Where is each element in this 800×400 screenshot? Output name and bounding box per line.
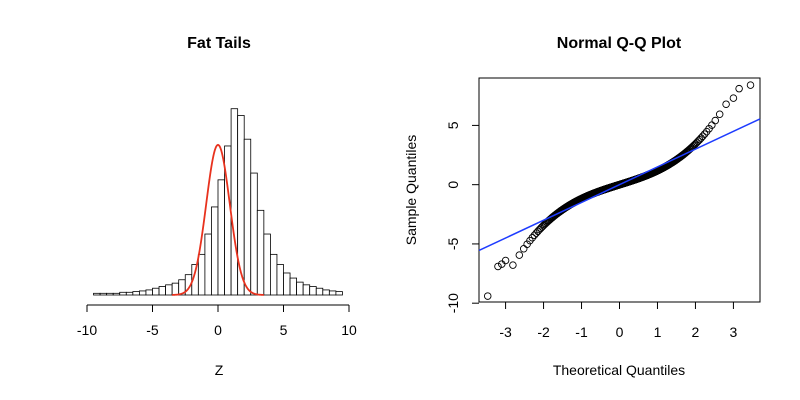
histogram-bar <box>165 284 173 296</box>
y-tick-label: 0 <box>445 181 461 189</box>
x-tick-label: -10 <box>77 322 97 338</box>
histogram-bar <box>289 277 297 296</box>
x-tick-label: 5 <box>280 322 288 338</box>
histogram-bar <box>256 209 265 296</box>
normal-density-curve <box>172 143 264 296</box>
histogram-bars <box>93 108 343 296</box>
y-tick-label: 5 <box>445 121 461 129</box>
qq-point <box>498 260 506 268</box>
histogram-bar <box>269 253 278 296</box>
histogram-bar <box>145 289 153 296</box>
qq-y-ticks: -10 -5 0 5 <box>445 121 479 313</box>
histogram-x-ticks: -10 -5 0 5 10 <box>77 305 357 338</box>
histogram-bar <box>171 282 180 296</box>
histogram-bar <box>132 291 140 296</box>
histogram-bar <box>204 233 212 296</box>
x-tick-label: 3 <box>730 324 738 340</box>
histogram-bar <box>335 291 343 296</box>
histogram-bar <box>283 272 291 296</box>
qq-x-ticks: -3 -2 -1 0 1 2 3 <box>499 302 738 340</box>
histogram-bar <box>112 292 121 296</box>
histogram-bar <box>315 287 324 296</box>
x-tick-label: 0 <box>616 324 624 340</box>
histogram-bar <box>217 179 225 296</box>
histogram-bar <box>93 292 101 296</box>
x-tick-label: -5 <box>146 322 159 338</box>
x-tick-label: -1 <box>575 324 588 340</box>
qq-points <box>483 81 755 300</box>
histogram-bar <box>237 115 245 296</box>
qq-title: Normal Q-Q Plot <box>557 35 682 52</box>
qq-point <box>715 110 724 118</box>
qq-point <box>746 81 755 89</box>
histogram-bar <box>276 264 284 296</box>
histogram-x-label: Z <box>215 362 224 378</box>
histogram-bar <box>158 286 167 296</box>
histogram-bar <box>99 292 108 296</box>
qq-point <box>515 251 524 259</box>
qq-panel: Normal Q-Q Plot -3 -2 -1 0 1 2 3 -10-505 Theor… <box>403 35 761 378</box>
x-tick-label: 10 <box>341 322 357 338</box>
x-tick-label: 0 <box>214 322 222 338</box>
qq-y-label: Sample Quantiles <box>403 135 419 246</box>
qq-point <box>700 130 709 138</box>
histogram-bar <box>125 291 134 296</box>
histogram-bar <box>309 286 317 296</box>
histogram-bar <box>197 253 206 296</box>
qq-point <box>501 256 510 265</box>
qq-point <box>691 139 700 148</box>
histogram-bar <box>152 287 160 296</box>
qq-point <box>483 292 492 300</box>
histogram-bar <box>328 290 337 296</box>
x-tick-label: 1 <box>654 324 662 340</box>
x-tick-label: -2 <box>537 324 550 340</box>
qq-point <box>729 94 738 102</box>
qq-point <box>528 233 537 242</box>
histogram-bar <box>211 206 219 296</box>
y-tick-label: -5 <box>445 237 461 250</box>
qq-reference-line <box>478 118 761 252</box>
qq-x-label: Theoretical Quantiles <box>553 362 685 378</box>
y-tick-label: -10 <box>445 293 461 313</box>
qq-point <box>711 116 720 125</box>
qq-point <box>693 138 701 147</box>
qq-point <box>494 262 502 271</box>
histogram-bar <box>106 292 114 296</box>
histogram-panel: Fat Tails -10 -5 0 5 10 Z <box>77 35 357 378</box>
histogram-bar <box>302 284 311 296</box>
histogram-title: Fat Tails <box>187 35 251 52</box>
qq-point <box>699 132 707 140</box>
histogram-bar <box>119 291 127 296</box>
histogram-bar <box>250 172 258 296</box>
x-tick-label: -3 <box>499 324 512 340</box>
histogram-bar <box>138 290 147 296</box>
histogram-bar <box>322 289 330 296</box>
x-tick-label: 2 <box>692 324 700 340</box>
histogram-bar <box>243 138 252 296</box>
histogram-bar <box>263 233 271 296</box>
histogram-bar <box>296 281 304 296</box>
qq-point <box>509 261 517 269</box>
qq-point <box>519 245 528 253</box>
qq-point <box>722 100 730 108</box>
qq-point <box>735 84 743 93</box>
histogram-bar <box>230 108 239 296</box>
